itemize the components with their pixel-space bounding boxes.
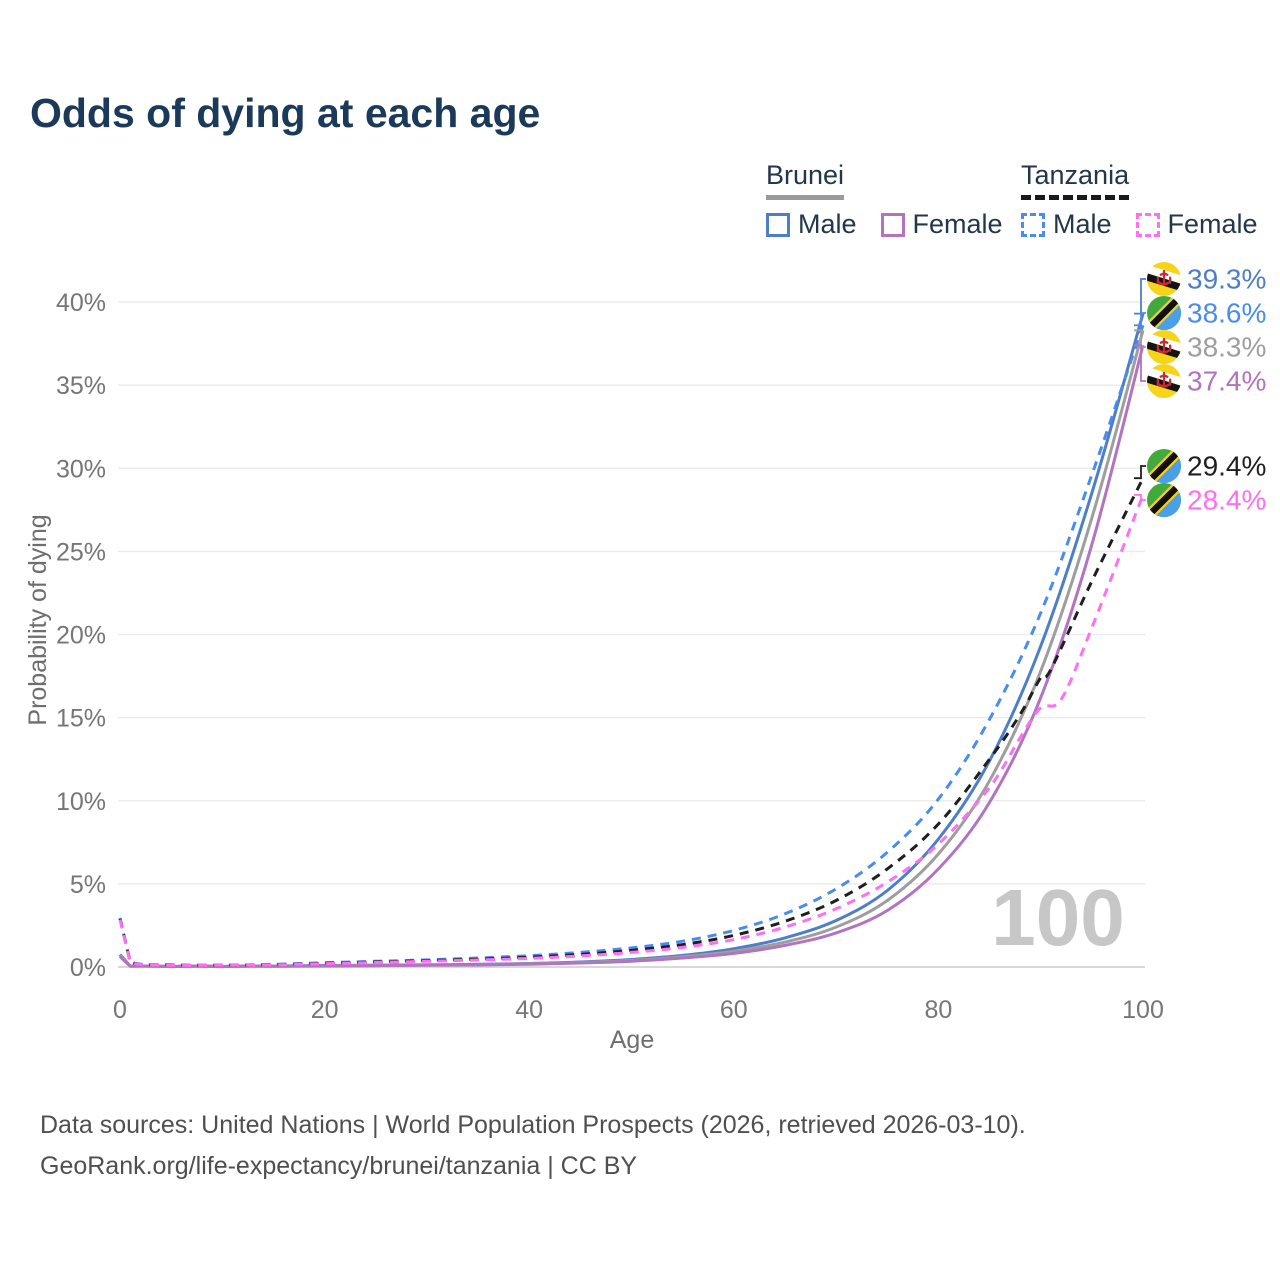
y-tick-label: 10% <box>56 788 106 816</box>
series-line-brunei-both-sexes[interactable] <box>118 329 1145 969</box>
tanzania-flag-icon <box>1141 290 1186 335</box>
label-connector <box>1134 312 1146 327</box>
x-axis-title: Age <box>610 1026 654 1054</box>
data-sources-line: Data sources: United Nations | World Pop… <box>40 1111 1026 1139</box>
y-tick-label: 35% <box>56 372 106 400</box>
legend-item-tanzania-female[interactable]: Female <box>1135 209 1258 240</box>
x-tick-label: 60 <box>720 996 748 1024</box>
brunei-male-swatch-icon <box>766 212 790 237</box>
y-tick-label: 20% <box>56 622 106 650</box>
end-value-label: 28.4% <box>1187 485 1266 516</box>
series-line-brunei-female[interactable] <box>118 344 1145 969</box>
legend-group-brunei: Brunei Male Female <box>766 160 1003 240</box>
end-value-labels: 39.3%38.6%38.3%37.4% 29.4%28.4% <box>1134 262 1266 523</box>
y-axis-title: Probability of dying <box>24 514 52 725</box>
label-connector <box>1134 494 1146 501</box>
brunei-flag-icon <box>1140 330 1188 364</box>
legend-item-label: Female <box>912 209 1003 239</box>
x-tick-label: 80 <box>924 996 952 1024</box>
end-value-label: 38.6% <box>1187 298 1266 329</box>
end-value-label: 39.3% <box>1187 264 1266 295</box>
legend-item-label: Female <box>1167 209 1258 239</box>
page-title: Odds of dying at each age <box>30 90 541 136</box>
axis-labels: 0% 5% 10% 15% 20% 25% 30% 35% 40% 0 20 40 60 80 100 Age… <box>24 289 1164 1054</box>
x-tick-label: 100 <box>1122 996 1164 1024</box>
label-connector <box>1134 278 1146 315</box>
y-tick-label: 30% <box>56 455 106 483</box>
attribution-line: GeoRank.org/life-expectancy/brunei/tanza… <box>40 1152 638 1180</box>
legend-item-label: Male <box>1053 209 1112 239</box>
label-connector <box>1134 344 1146 382</box>
series-line-tanzania-male[interactable] <box>118 324 1145 967</box>
y-tick-label: 40% <box>56 289 106 317</box>
y-tick-label: 0% <box>70 954 106 982</box>
y-tick-label: 15% <box>56 705 106 733</box>
legend-item-brunei-male[interactable]: Male <box>766 209 857 240</box>
legend-item-brunei-female[interactable]: Female <box>880 209 1003 240</box>
x-tick-label: 40 <box>515 996 543 1024</box>
end-value-label: 37.4% <box>1187 366 1266 397</box>
y-tick-label: 5% <box>70 871 106 899</box>
end-value-label: 38.3% <box>1187 332 1266 363</box>
brunei-female-swatch-icon <box>880 212 905 237</box>
series-line-tanzania-female[interactable] <box>118 494 1145 967</box>
end-value-label: 29.4% <box>1187 451 1266 482</box>
label-connector <box>1134 465 1146 480</box>
y-tick-label: 25% <box>56 538 106 566</box>
series-lines <box>118 313 1145 969</box>
brunei-flag-icon <box>1140 364 1188 398</box>
footer: Data sources: United Nations | World Pop… <box>40 1105 1026 1187</box>
label-connector <box>1134 329 1146 348</box>
brunei-flag-icon <box>1140 262 1188 296</box>
tanzania-male-swatch-icon <box>1021 212 1045 237</box>
x-tick-label: 20 <box>311 996 339 1024</box>
legend-country-brunei[interactable]: Brunei <box>766 160 845 200</box>
legend-item-label: Male <box>798 209 857 239</box>
tanzania-female-swatch-icon <box>1135 212 1160 237</box>
tanzania-flag-icon <box>1141 477 1186 522</box>
tanzania-flag-icon <box>1141 443 1186 488</box>
hover-age-watermark: 100 <box>991 873 1124 962</box>
legend-item-tanzania-male[interactable]: Male <box>1021 209 1112 240</box>
legend-group-tanzania: Tanzania Male Female <box>1021 160 1258 240</box>
legend-country-tanzania[interactable]: Tanzania <box>1021 160 1130 200</box>
hover-age-value: 100 <box>991 873 1124 962</box>
series-line-brunei-male[interactable] <box>118 313 1145 968</box>
gridlines <box>118 301 1145 968</box>
x-tick-label: 0 <box>113 996 127 1024</box>
